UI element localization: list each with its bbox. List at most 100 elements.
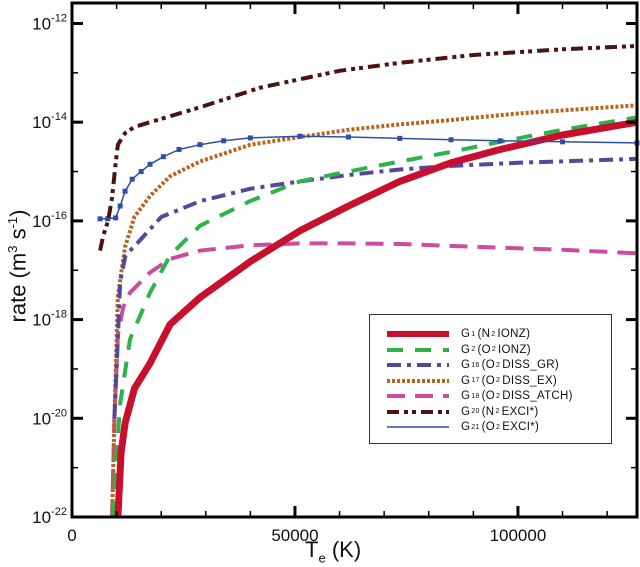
legend-species: O xyxy=(481,343,491,356)
legend-symbol: G xyxy=(461,390,471,402)
legend-entry-g21: G 21 (O 2 EXCI*) xyxy=(370,420,539,434)
legend-process: EXCI*) xyxy=(501,405,539,418)
legend-symbol: G xyxy=(461,421,471,433)
legend-process: DISS_GR) xyxy=(502,359,559,371)
legend-symbol: G xyxy=(461,328,471,340)
data-point-g21 xyxy=(138,169,144,175)
legend-subscript: 18 xyxy=(471,392,480,400)
legend-species-subscript: 2 xyxy=(491,346,497,353)
legend-process: DISS_ATCH) xyxy=(502,390,573,402)
y-label-sup1: 3 xyxy=(5,245,20,253)
legend-species-subscript: 2 xyxy=(491,330,496,338)
x-tick-label: 50000 xyxy=(271,526,318,545)
y-tick-base: 10 xyxy=(32,14,51,33)
data-point-g21 xyxy=(247,135,253,141)
data-point-g21 xyxy=(113,215,119,221)
legend-symbol: G xyxy=(461,343,471,356)
y-tick-exp: -18 xyxy=(51,309,67,321)
y-axis-label: rate (m3 s-1) xyxy=(1,176,30,356)
legend-process: DISS_EX) xyxy=(502,374,558,387)
legend-entry-g16: G 16 (O 2 DISS_GR) xyxy=(370,358,559,372)
legend-symbol: G xyxy=(461,374,471,387)
x-label-main: T xyxy=(305,537,319,562)
legend-paren: ( xyxy=(481,390,486,402)
legend-entry-g20: G 20 (N 2 EXCI*) xyxy=(370,405,539,419)
y-label-mid: s xyxy=(5,228,31,246)
axes-layer: 0 50000 10000010-1210-1410-1610-1810-2010-… xyxy=(32,1,639,545)
legend-species-subscript: 2 xyxy=(496,423,501,431)
y-tick-base: 10 xyxy=(32,311,51,330)
legend-species-subscript: 2 xyxy=(495,408,500,415)
legend-entry-g18: G 18 (O 2 DISS_ATCH) xyxy=(370,389,573,403)
series-line-g1 xyxy=(114,118,638,518)
legend-species-subscript: 2 xyxy=(496,377,501,384)
data-point-g21 xyxy=(160,154,166,160)
legend-species: O xyxy=(485,390,496,402)
data-point-g21 xyxy=(297,133,303,139)
legend-swatch xyxy=(387,394,449,398)
legend-species: O xyxy=(485,374,496,387)
legend-process: IONZ) xyxy=(498,343,531,356)
legend-swatch xyxy=(387,331,449,337)
legend-subscript: 2 xyxy=(471,346,476,353)
plot-frame xyxy=(70,1,639,519)
legend-process: IONZ) xyxy=(497,328,531,340)
x-tick-label: 0 xyxy=(67,526,76,545)
legend-subscript: 21 xyxy=(471,423,480,431)
legend-entry-g17: G 17 (O 2 DISS_EX) xyxy=(370,374,557,388)
data-point-g21 xyxy=(560,139,566,145)
legend-subscript: 17 xyxy=(471,377,480,384)
legend-process: EXCI*) xyxy=(502,421,540,433)
y-tick-base: 10 xyxy=(32,212,51,231)
data-point-g21 xyxy=(197,142,203,148)
x-label-unit: (K) xyxy=(331,537,362,562)
y-tick-label: 10-22 xyxy=(32,506,67,527)
data-point-g21 xyxy=(117,203,123,209)
data-point-g21 xyxy=(176,146,182,152)
data-point-g21 xyxy=(221,138,227,144)
data-point-g21 xyxy=(448,137,454,143)
data-point-g21 xyxy=(397,135,403,141)
y-tick-exp: -12 xyxy=(51,12,67,24)
legend-paren: ( xyxy=(481,421,486,433)
legend-species: N xyxy=(481,328,491,340)
y-tick-base: 10 xyxy=(32,113,51,132)
series-line-g2 xyxy=(111,115,638,518)
data-point-g21 xyxy=(129,176,135,182)
x-tick-label: 100000 xyxy=(490,526,547,545)
legend-species: O xyxy=(485,359,496,371)
legend-symbol: G xyxy=(461,405,471,418)
x-label-sub: e xyxy=(318,550,326,566)
legend-swatch xyxy=(387,409,449,414)
y-tick-base: 10 xyxy=(32,508,51,527)
y-label-sup2: -1 xyxy=(5,216,20,229)
x-axis-label: Te (K) xyxy=(305,537,361,565)
legend-subscript: 1 xyxy=(471,330,476,338)
y-tick-exp: -14 xyxy=(51,111,67,123)
legend-symbol: G xyxy=(461,359,471,371)
legend-paren: ( xyxy=(481,405,486,418)
series-line-g20 xyxy=(98,44,638,252)
legend-species: N xyxy=(485,405,495,418)
data-point-g21 xyxy=(122,188,128,194)
legend-swatch xyxy=(387,347,449,352)
series-layer xyxy=(97,44,640,518)
y-tick-exp: -22 xyxy=(51,506,67,518)
data-point-g21 xyxy=(97,216,103,222)
y-tick-label: 10-14 xyxy=(32,111,67,132)
y-tick-base: 10 xyxy=(32,409,51,428)
data-point-g21 xyxy=(147,161,153,167)
y-tick-label: 10-18 xyxy=(32,309,67,330)
legend-paren: ( xyxy=(481,374,486,387)
y-label-main: rate (m xyxy=(5,252,31,323)
legend-species: O xyxy=(485,421,496,433)
y-label-end: ) xyxy=(5,209,31,217)
legend-paren: ( xyxy=(477,328,482,340)
legend-swatch xyxy=(387,378,449,383)
legend-subscript: 20 xyxy=(471,408,480,415)
legend-subscript: 16 xyxy=(471,361,480,369)
